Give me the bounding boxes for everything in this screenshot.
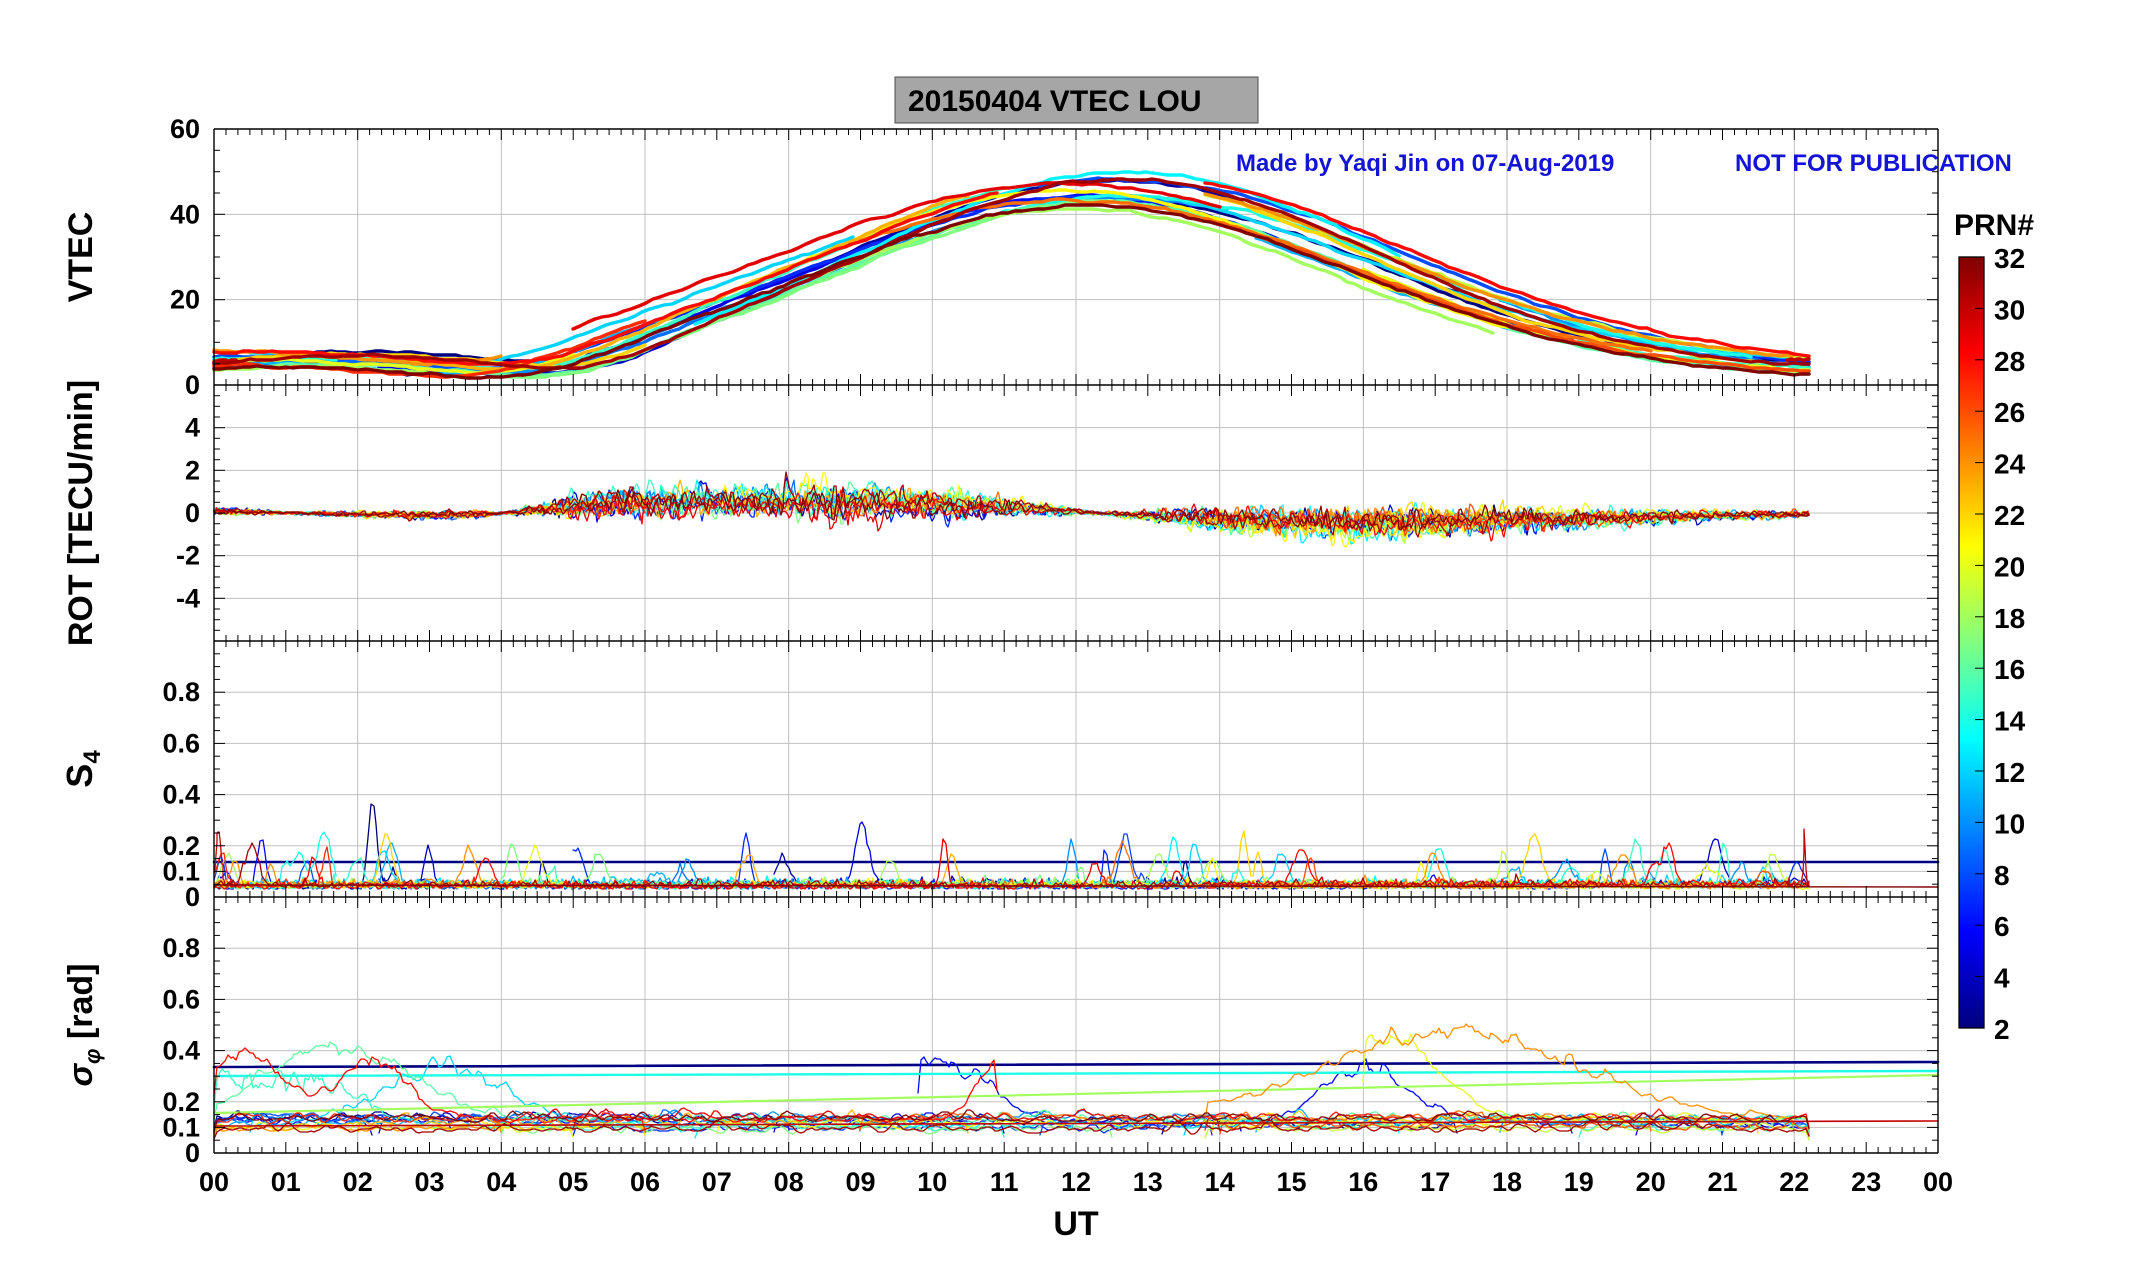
svg-text:0.8: 0.8 xyxy=(162,677,200,707)
svg-text:11: 11 xyxy=(990,1167,1019,1197)
svg-text:0: 0 xyxy=(185,370,200,400)
svg-text:15: 15 xyxy=(1276,1167,1306,1197)
svg-text:04: 04 xyxy=(486,1167,516,1197)
svg-text:00: 00 xyxy=(199,1167,229,1197)
svg-text:PRN#: PRN# xyxy=(1954,209,2034,242)
svg-text:17: 17 xyxy=(1420,1167,1450,1197)
svg-text:-4: -4 xyxy=(176,583,200,613)
svg-text:6: 6 xyxy=(1994,911,2010,942)
svg-text:VTEC: VTEC xyxy=(62,212,100,303)
svg-text:0.4: 0.4 xyxy=(162,780,200,810)
svg-text:12: 12 xyxy=(1061,1167,1091,1197)
svg-text:2: 2 xyxy=(1994,1014,2010,1045)
svg-text:0: 0 xyxy=(185,882,200,912)
svg-text:Made by Yaqi Jin on 07-Aug-201: Made by Yaqi Jin on 07-Aug-2019 xyxy=(1236,150,1614,177)
svg-text:18: 18 xyxy=(1994,603,2025,634)
svg-text:19: 19 xyxy=(1564,1167,1594,1197)
svg-text:UT: UT xyxy=(1053,1205,1099,1243)
svg-text:02: 02 xyxy=(343,1167,373,1197)
svg-text:26: 26 xyxy=(1994,397,2025,428)
svg-text:14: 14 xyxy=(1205,1167,1235,1197)
svg-text:22: 22 xyxy=(1779,1167,1809,1197)
svg-text:13: 13 xyxy=(1133,1167,1163,1197)
svg-text:14: 14 xyxy=(1994,706,2026,737)
svg-text:0.1: 0.1 xyxy=(162,1112,200,1142)
svg-text:28: 28 xyxy=(1994,346,2025,377)
svg-text:0.6: 0.6 xyxy=(162,728,200,758)
svg-text:23: 23 xyxy=(1851,1167,1881,1197)
svg-text:40: 40 xyxy=(170,199,200,229)
svg-text:2: 2 xyxy=(185,455,200,485)
svg-text:60: 60 xyxy=(170,114,200,144)
svg-text:0.2: 0.2 xyxy=(162,831,200,861)
svg-text:32: 32 xyxy=(1994,243,2025,274)
svg-text:0: 0 xyxy=(185,1138,200,1168)
svg-text:16: 16 xyxy=(1994,654,2025,685)
svg-text:22: 22 xyxy=(1994,500,2025,531)
svg-text:08: 08 xyxy=(774,1167,804,1197)
svg-text:05: 05 xyxy=(558,1167,588,1197)
svg-text:01: 01 xyxy=(271,1167,301,1197)
svg-text:4: 4 xyxy=(185,413,200,443)
svg-text:20150404 VTEC LOU: 20150404 VTEC LOU xyxy=(908,85,1201,118)
svg-text:4: 4 xyxy=(1994,963,2010,994)
svg-text:10: 10 xyxy=(917,1167,947,1197)
svg-text:07: 07 xyxy=(702,1167,732,1197)
svg-text:ROT [TECU/min]: ROT [TECU/min] xyxy=(62,380,100,646)
svg-text:20: 20 xyxy=(1636,1167,1666,1197)
svg-text:24: 24 xyxy=(1994,449,2026,480)
svg-text:20: 20 xyxy=(1994,551,2025,582)
svg-text:σφ [rad]: σφ [rad] xyxy=(62,963,105,1086)
svg-text:-2: -2 xyxy=(176,541,200,571)
svg-text:0.6: 0.6 xyxy=(162,984,200,1014)
svg-text:NOT FOR PUBLICATION: NOT FOR PUBLICATION xyxy=(1735,150,2012,177)
svg-text:20: 20 xyxy=(170,285,200,315)
svg-text:09: 09 xyxy=(845,1167,875,1197)
svg-text:10: 10 xyxy=(1994,808,2025,839)
svg-text:03: 03 xyxy=(414,1167,444,1197)
svg-text:0.4: 0.4 xyxy=(162,1036,200,1066)
svg-text:21: 21 xyxy=(1707,1167,1737,1197)
svg-text:12: 12 xyxy=(1994,757,2025,788)
svg-text:0: 0 xyxy=(185,498,200,528)
svg-text:00: 00 xyxy=(1923,1167,1953,1197)
svg-text:30: 30 xyxy=(1994,294,2025,325)
svg-text:18: 18 xyxy=(1492,1167,1522,1197)
svg-text:0.1: 0.1 xyxy=(162,856,200,886)
svg-text:06: 06 xyxy=(630,1167,660,1197)
svg-text:16: 16 xyxy=(1348,1167,1378,1197)
svg-text:0.8: 0.8 xyxy=(162,933,200,963)
svg-text:0.2: 0.2 xyxy=(162,1087,200,1117)
svg-text:8: 8 xyxy=(1994,860,2010,891)
